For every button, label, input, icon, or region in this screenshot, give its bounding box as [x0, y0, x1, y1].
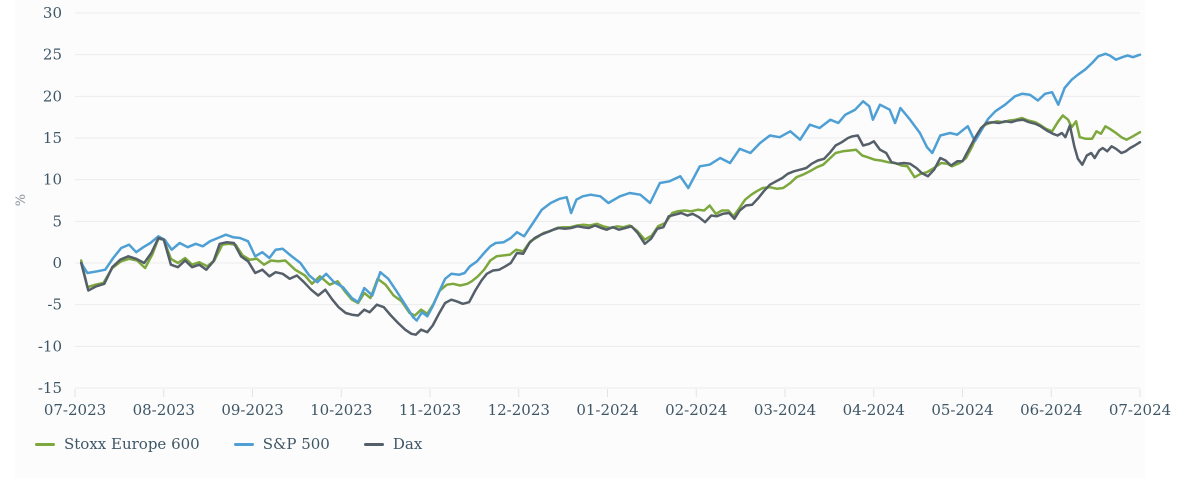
- y-tick-label: 30: [43, 4, 62, 22]
- y-tick-label: 5: [52, 212, 62, 230]
- series-line-dax[interactable]: [79, 118, 1142, 336]
- legend-item-sp-500[interactable]: S&P 500: [233, 435, 330, 453]
- y-tick-label: -5: [47, 296, 62, 314]
- legend-label: S&P 500: [262, 435, 330, 453]
- x-tick-label: 09-2023: [221, 401, 283, 419]
- x-tick-label: 02-2024: [665, 401, 727, 419]
- series-line-s-p-500[interactable]: [79, 52, 1142, 322]
- y-tick-label: 15: [43, 129, 62, 147]
- legend-item-stoxx-europe-600[interactable]: Stoxx Europe 600: [35, 437, 200, 452]
- x-tick-label: 06-2024: [1020, 401, 1082, 419]
- stoxx-europe-600-line-swatch-icon: [35, 443, 55, 446]
- legend-label: Stoxx Europe 600: [64, 435, 200, 453]
- y-tick-label: 0: [52, 254, 62, 272]
- x-tick-label: 08-2023: [133, 401, 195, 419]
- y-axis-title: %: [14, 194, 29, 206]
- x-tick-label: 03-2024: [754, 401, 816, 419]
- chart-legend: Stoxx Europe 600 S&P 500 Dax: [35, 437, 422, 452]
- y-tick-label: -15: [38, 379, 62, 397]
- legend-label: Dax: [392, 435, 423, 453]
- y-tick-label: 20: [43, 87, 62, 105]
- y-tick-label: -10: [38, 337, 62, 355]
- x-tick-label: 11-2023: [399, 401, 461, 419]
- chart-panel: [15, 0, 1145, 478]
- x-tick-label: 10-2023: [310, 401, 372, 419]
- x-tick-label: 07-2024: [1109, 401, 1171, 419]
- series-line-stoxx-europe-600[interactable]: [79, 114, 1142, 317]
- y-tick-label: 10: [43, 171, 62, 189]
- sp-500-line-swatch-icon: [233, 443, 254, 446]
- x-tick-label: 04-2024: [843, 401, 905, 419]
- x-tick-label: 07-2023: [44, 401, 106, 419]
- x-tick-label: 01-2024: [576, 401, 638, 419]
- x-tick-label: 05-2024: [931, 401, 993, 419]
- y-tick-label: 25: [43, 46, 62, 64]
- legend-item-dax[interactable]: Dax: [363, 435, 423, 453]
- dax-line-swatch-icon: [363, 443, 384, 446]
- x-tick-label: 12-2023: [488, 401, 550, 419]
